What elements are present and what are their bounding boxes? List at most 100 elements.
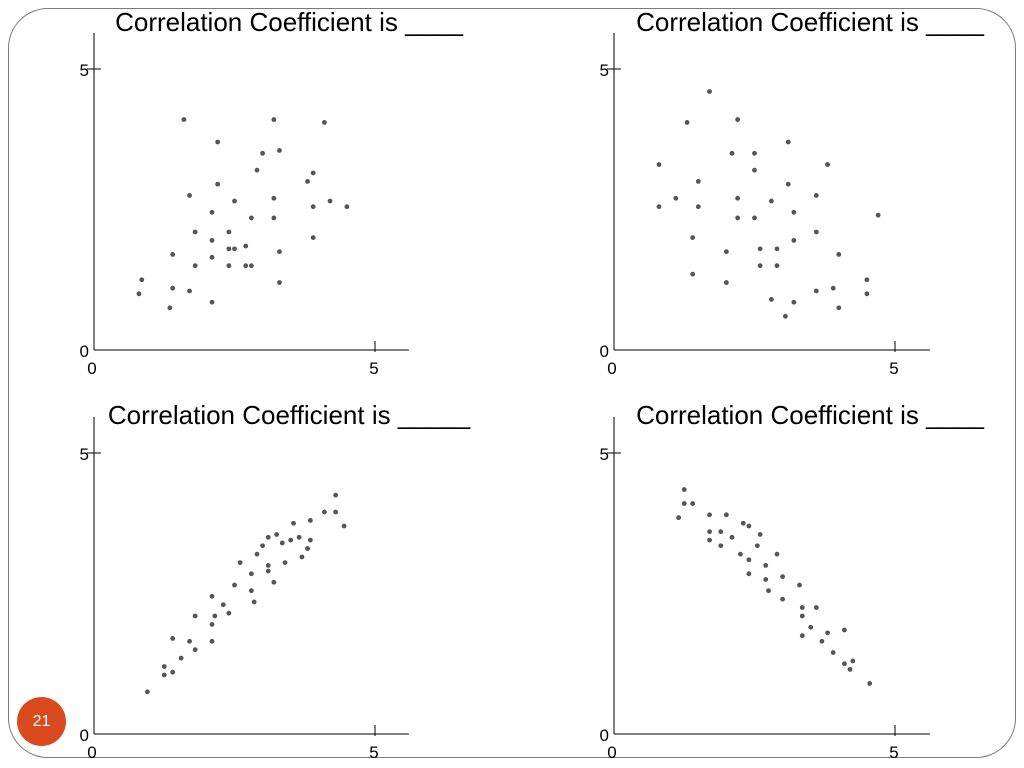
scatter-point [695, 204, 701, 210]
chart-title: Correlation Coefficient is ____ [115, 7, 463, 37]
scatter-point [791, 238, 797, 243]
scatter-point [690, 501, 696, 506]
scatter-point [243, 263, 249, 269]
scatter-point [226, 229, 232, 235]
scatter-point [187, 638, 192, 644]
scatter-point [766, 588, 771, 594]
scatter-point [757, 263, 763, 269]
scatter-point [735, 195, 741, 201]
scatter-point [754, 543, 760, 549]
y-tick-label: 0 [80, 342, 89, 361]
scatter-point [144, 689, 150, 695]
x-tick-label: 5 [369, 743, 378, 762]
scatter-point [212, 613, 218, 619]
chart-title: Correlation Coefficient is ____ [636, 7, 984, 37]
scatter-point [768, 297, 774, 302]
scatter-point [791, 299, 797, 305]
y-tick-label: 5 [80, 445, 89, 464]
scatter-point [718, 529, 724, 535]
scatter-point [279, 540, 285, 546]
scatter-point [192, 647, 198, 653]
scatter-panel-1: Correlation Coefficient is ____ 0 5 0 5 [80, 7, 464, 378]
scatter-point [757, 246, 763, 252]
scatter-point [864, 291, 870, 297]
scatter-point [724, 512, 729, 518]
scatter-point [260, 543, 265, 549]
scatter-point [763, 577, 769, 582]
scatter-point [681, 501, 687, 506]
scatter-point [875, 212, 881, 218]
chart-title: Correlation Coefficient is _____ [108, 400, 471, 430]
scatter-point [226, 263, 232, 269]
scatter-point [707, 512, 712, 518]
scatter-point [277, 280, 282, 285]
y-tick-label: 0 [80, 726, 89, 745]
scatter-point [209, 622, 215, 627]
scatter-point [344, 204, 350, 210]
scatter-point [307, 537, 313, 543]
scatter-point [842, 661, 847, 667]
scatter-point [813, 193, 819, 198]
scatter-point [341, 523, 347, 529]
scatter-point [813, 229, 819, 235]
scatter-point [209, 299, 215, 305]
scatter-point [783, 313, 788, 319]
scatter-point [220, 602, 226, 608]
scatter-point [170, 669, 176, 675]
scatter-point [136, 291, 142, 297]
scatter-point [271, 195, 277, 201]
scatter-point [299, 554, 305, 560]
scatter-point [232, 198, 237, 204]
y-tick-label: 0 [600, 726, 609, 745]
scatter-point [850, 658, 856, 664]
scatter-point [209, 209, 215, 215]
scatter-point [248, 215, 254, 221]
scatter-point [780, 574, 785, 580]
scatter-point [167, 305, 173, 311]
scatter-point [676, 515, 682, 521]
scatter-point [296, 534, 302, 540]
scatter-point [248, 263, 254, 269]
scatter-point [813, 605, 819, 610]
scatter-point [746, 571, 752, 577]
scatter-point [774, 263, 780, 269]
page-number-badge: 21 [17, 697, 66, 746]
slide-frame [8, 8, 1016, 758]
x-tick-label: 0 [607, 743, 616, 762]
scatter-point [307, 518, 313, 523]
scatter-point [724, 280, 729, 285]
scatter-point [226, 610, 232, 616]
scatter-point [752, 215, 757, 221]
scatter-point [251, 599, 257, 605]
scatter-point [836, 305, 842, 311]
scatter-point [656, 204, 662, 210]
y-tick-label: 5 [80, 61, 89, 80]
scatter-panel-4: Correlation Coefficient is ____ 0 5 0 5 [600, 400, 985, 762]
scatter-point [209, 254, 215, 260]
scatter-point [243, 243, 249, 249]
scatter-point [681, 487, 687, 492]
scatter-point [774, 551, 780, 557]
scatter-point [232, 246, 237, 252]
scatter-point [825, 162, 830, 167]
scatter-point [192, 229, 198, 235]
scatter-point [729, 534, 735, 540]
scatter-point [695, 179, 701, 184]
scatter-point [209, 638, 215, 644]
x-tick-label: 0 [607, 359, 616, 378]
scatter-point [322, 119, 327, 125]
scatter-point [277, 148, 282, 153]
scatter-point [271, 215, 277, 221]
scatter-point [248, 588, 254, 594]
scatter-point [799, 633, 805, 639]
scatter-point [808, 624, 814, 630]
scatter-point [724, 249, 729, 255]
scatter-point [673, 195, 679, 201]
scatter-point [181, 117, 187, 122]
scatter-point [215, 139, 221, 145]
scatter-point [248, 571, 254, 577]
scatter-point [333, 492, 339, 498]
scatter-point [139, 277, 145, 283]
scatter-point [305, 179, 310, 184]
